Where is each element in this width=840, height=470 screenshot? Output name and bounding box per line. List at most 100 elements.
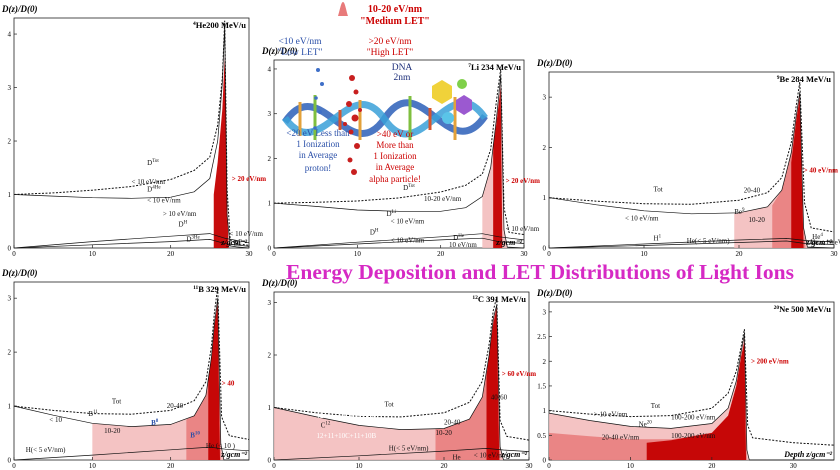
shaded-region-light — [549, 334, 750, 460]
series-line-9Be — [548, 92, 835, 249]
annotation-label: 10-20 — [436, 429, 453, 437]
annotation-label-faint: 12+11+10C+11+10B — [317, 432, 377, 440]
y-tick-label: 1.5 — [537, 382, 546, 390]
annotation-label: H1 — [654, 234, 662, 242]
annotation-label: < 10 eV/nm — [474, 451, 508, 459]
y-tick-label: 2 — [543, 144, 547, 152]
x-tick-label: 20 — [736, 250, 744, 258]
x-tick-label: 20 — [441, 462, 449, 470]
panel-title: 9Be 284 MeV/u — [777, 74, 831, 84]
annotation-label: < 10 eV/nm — [132, 178, 166, 186]
chart-panel-c: 0 10 20 30 0 1 2 3 D(z)/D(0) z/gcm⁻² 12C 391 MeV/u… — [261, 278, 536, 470]
low-desc-line-4: proton! — [305, 163, 332, 173]
y-tick-label: 0 — [268, 245, 272, 253]
annotation-label: < 10 eV/nm — [147, 197, 181, 205]
chart-panel-li: 0 10 20 30 0 1 2 3 4 D(z)/D(0) z/gcm⁻² 7Li 234 MeV/… — [261, 46, 540, 258]
series-line-D3He — [13, 239, 250, 249]
figure-title: Energy Deposition and LET Distributions … — [286, 260, 794, 284]
blue-ionization-track — [313, 68, 324, 130]
panel-title: 12C 391 MeV/u — [472, 294, 526, 304]
y-tick-label: 2 — [268, 155, 272, 163]
plot-frame — [13, 17, 250, 249]
low-ionization-description: <20 eV Less than 1 Ionization in Average… — [286, 128, 350, 173]
y-tick-label: 2 — [268, 352, 272, 360]
y-tick-label: 4 — [8, 31, 12, 39]
annotation-label: 10 eV/nm — [449, 241, 477, 249]
x-axis-label: z/gcm⁻² — [220, 238, 247, 247]
series-line-H — [13, 446, 250, 461]
y-tick-label: 3 — [543, 308, 547, 316]
y-tick-label: 1 — [268, 404, 272, 412]
annotation-label-red: > 20 eV/nm — [232, 175, 266, 183]
series-line-Tot — [548, 329, 835, 446]
y-axis-label: D(z)/D(0) — [536, 58, 573, 68]
annotation-label-red: > 20 eV/nm — [506, 177, 540, 185]
chart-panel-be: 0 10 20 30 0 1 2 3 D(z)/D(0) z/gcm⁻² 9Be 284 MeV/u… — [536, 58, 840, 258]
annotation-label: He < 10 eV/nm — [810, 238, 840, 246]
x-tick-label: 30 — [521, 250, 529, 258]
annotation-label-red: > 60 eV/nm — [502, 370, 536, 378]
panel-title: 11B 329 MeV/u — [193, 284, 246, 294]
annotation-label: H(< 5 eV/nm) — [389, 445, 429, 453]
y-tick-label: 1 — [268, 200, 272, 208]
x-tick-label: 30 — [790, 462, 798, 470]
annotation-label: 20-40 eV/nm — [602, 433, 640, 441]
annotation-label: He(< 5 eV/nm) — [687, 237, 730, 245]
annotation-label: He (< 10 ) — [206, 442, 236, 450]
high-desc-line-3: 1 Ionization — [373, 151, 417, 161]
shaded-region-dark — [486, 307, 500, 460]
high-desc-line-2: More than — [376, 140, 414, 150]
series-line-DTot — [13, 20, 250, 246]
x-tick-label: 30 — [246, 250, 254, 258]
annotation-label-red: > 40 eV/nm — [804, 167, 838, 175]
y-tick-label: 2.5 — [537, 333, 546, 341]
annotation-label: 100-200 eV/nm — [671, 432, 716, 440]
x-tick-label: 10 — [354, 250, 362, 258]
annotation-label: DH — [179, 221, 188, 229]
annotation-label: DLi — [387, 210, 397, 218]
medium-let-peak — [332, 2, 356, 16]
annotation-label: 10-20 eV/nm — [424, 195, 462, 203]
shaded-region-dark — [493, 86, 503, 248]
annotation-label: < 10 eV/nm — [625, 214, 659, 222]
y-axis-label: D(z)/D(0) — [261, 278, 298, 288]
annotation-label: 20-40 — [167, 402, 184, 410]
shaded-region-mid — [435, 305, 501, 460]
annotation-label: D4He — [147, 185, 161, 193]
high-ionization-description: >40 eV or More than 1 Ionization in Aver… — [369, 129, 421, 184]
y-tick-label: 3 — [268, 299, 272, 307]
annotation-label: He4 — [812, 233, 823, 241]
series-line-11B — [13, 298, 249, 461]
y-tick-label: 0.5 — [537, 432, 546, 440]
annotation-label: 20-40 — [444, 418, 461, 426]
annotation-label: > 10 eV/nm — [594, 411, 628, 419]
x-tick-label: 0 — [12, 462, 16, 470]
series-line-H — [548, 238, 835, 249]
series-line-DTot — [273, 68, 525, 236]
x-axis-label: Depth z/gcm⁻² — [783, 450, 832, 459]
annotation-label: Tot — [112, 397, 121, 405]
annotation-label: DH — [370, 229, 379, 237]
y-tick-label: 2 — [8, 349, 12, 357]
x-tick-label: 20 — [167, 462, 175, 470]
low-desc-line-2: 1 Ionization — [296, 139, 340, 149]
y-tick-label: 2 — [8, 138, 12, 146]
x-axis-label: z/gcm⁻² — [805, 238, 832, 247]
annotation-label: DTot — [403, 184, 415, 192]
series-line-H — [273, 448, 530, 461]
x-tick-label: 10 — [89, 462, 97, 470]
low-let-range: <10 eV/nm — [278, 37, 322, 47]
x-tick-label: 30 — [831, 250, 839, 258]
y-tick-label: 3 — [8, 295, 12, 303]
y-tick-label: 0 — [8, 457, 12, 465]
low-let-label: "Low LET" — [278, 48, 323, 58]
panel-title: 20Ne 500 MeV/u — [774, 304, 832, 314]
annotation-label: DTot — [147, 159, 159, 167]
medium-let-label: "Medium LET" — [360, 16, 430, 27]
annotation-label: Ne20 — [639, 420, 653, 428]
medium-let-range: 10-20 eV/nm — [368, 4, 423, 15]
y-axis-label: D(z)/D(0) — [261, 46, 298, 56]
y-tick-label: 0 — [268, 457, 272, 465]
y-axis-label: D(z)/D(0) — [1, 268, 38, 278]
